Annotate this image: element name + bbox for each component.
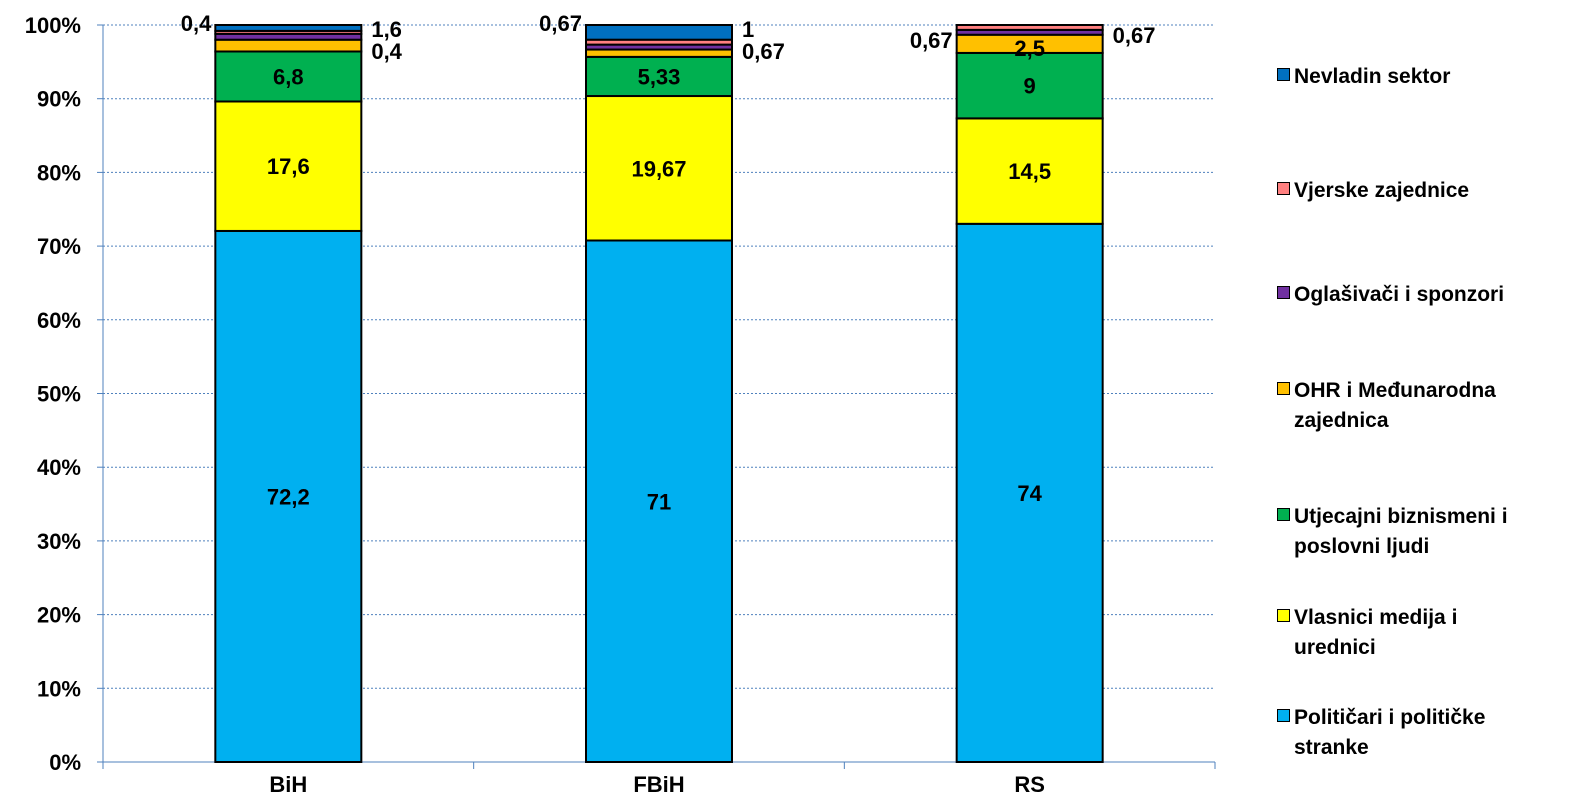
data-label: 17,6 xyxy=(267,154,310,179)
y-tick-label: 30% xyxy=(37,529,81,554)
data-label: 0,4 xyxy=(371,39,402,64)
legend-swatch xyxy=(1277,709,1290,722)
bar-segment-rs-utjecajni-biznismeni-i-poslovni-ljudi xyxy=(955,51,1104,120)
data-label: 72,2 xyxy=(267,484,310,509)
y-tick-label: 0% xyxy=(49,750,81,775)
x-category-label: FBiH xyxy=(633,772,684,797)
bar-segment-bih-utjecajni-biznismeni-i-poslovni-ljudi xyxy=(214,50,363,103)
y-tick-label: 70% xyxy=(37,234,81,259)
x-category-label: BiH xyxy=(269,772,307,797)
legend-label-line: Vlasnici medija i xyxy=(1294,606,1458,629)
y-tick-label: 40% xyxy=(37,455,81,480)
legend-swatch xyxy=(1277,286,1290,299)
legend-item-ohr-i-medunarodna: OHR i Međunarodna zajednica xyxy=(1277,376,1496,436)
bar-segment-fbih-ohr-i-medunarodna-zajednica xyxy=(585,48,733,58)
legend-item-nevladin-sektor: Nevladin sektor xyxy=(1277,62,1450,92)
bar-segment-bih-politicari-i-politicke-stranke xyxy=(214,229,363,763)
legend-swatch xyxy=(1277,609,1290,622)
data-label: 1,6 xyxy=(371,17,402,42)
data-label: 19,67 xyxy=(631,156,686,181)
legend-label: Političari i političke stranke xyxy=(1294,703,1485,763)
legend-label-line: Utjecajni biznismeni i xyxy=(1294,505,1508,528)
data-label: 0,67 xyxy=(1113,23,1156,48)
legend-swatch xyxy=(1277,508,1290,521)
bar-segment-rs-vjerske-zajednice xyxy=(955,24,1104,31)
data-label: 2,5 xyxy=(1014,36,1045,61)
y-tick-label: 100% xyxy=(25,13,81,38)
legend-label-line: Nevladin sektor xyxy=(1294,65,1451,88)
legend-swatch xyxy=(1277,68,1290,81)
data-label: 0,67 xyxy=(910,28,953,53)
stacked-bar-chart: 0% 10% 20% 30% 40% 50% 60% 70% 80% 90% 100% BiH FBi… xyxy=(25,11,1216,797)
legend-label-line: zajednica xyxy=(1294,409,1389,432)
bar-segment-rs-vlasnici-medija-i-urednici xyxy=(955,117,1104,225)
legend-label: OHR i Međunarodna zajednica xyxy=(1294,376,1496,436)
bar-segment-fbih-nevladin-sektor xyxy=(585,24,733,41)
legend-label: Vjerske zajednice xyxy=(1294,176,1469,206)
bar-segment-bih-ohr-i-medunarodna-zajednica xyxy=(214,38,363,53)
legend-label-line: Vjerske zajednice xyxy=(1294,179,1470,202)
data-label: 1 xyxy=(742,17,754,42)
data-label: 71 xyxy=(647,489,671,514)
y-tick-label: 50% xyxy=(37,382,81,407)
y-tick-label: 90% xyxy=(37,87,81,112)
legend-item-vjerske-zajednice: Vjerske zajednice xyxy=(1277,176,1469,206)
legend-label-line: Oglašivači i sponzori xyxy=(1294,283,1505,306)
legend-label: Utjecajni biznismeni i poslovni ljudi xyxy=(1294,502,1508,562)
y-tick-label: 10% xyxy=(37,676,81,701)
data-labels: 72,217,66,81,60,40,47119,675,3310,670,67… xyxy=(181,11,1156,514)
legend-label-line: poslovni ljudi xyxy=(1294,535,1430,558)
legend-label-line: urednici xyxy=(1294,636,1376,659)
y-tick-label: 60% xyxy=(37,308,81,333)
bar-segment-fbih-politicari-i-politicke-stranke xyxy=(585,239,733,763)
data-label: 0,67 xyxy=(742,39,785,64)
legend-label-line: OHR i Međunarodna xyxy=(1294,379,1496,402)
bar-segments xyxy=(214,24,1104,763)
legend-item-oglasivaci-i-sponzori: Oglašivači i sponzori xyxy=(1277,280,1504,310)
data-label: 6,8 xyxy=(273,64,304,89)
legend-item-vlasnici-medija-i: Vlasnici medija i urednici xyxy=(1277,603,1457,663)
legend-item-politicari-i-politicke: Političari i političke stranke xyxy=(1277,703,1485,763)
legend-label-line: stranke xyxy=(1294,736,1369,759)
legend-label: Vlasnici medija i urednici xyxy=(1294,603,1457,663)
data-label: 0,67 xyxy=(539,11,582,36)
legend-swatch xyxy=(1277,382,1290,395)
bar-segment-bih-vlasnici-medija-i-urednici xyxy=(214,100,363,232)
data-label: 14,5 xyxy=(1008,159,1051,184)
data-label: 74 xyxy=(1017,481,1042,506)
bar-segment-fbih-utjecajni-biznismeni-i-poslovni-ljudi xyxy=(585,55,733,98)
legend-label: Oglašivači i sponzori xyxy=(1294,280,1504,310)
y-tick-label: 80% xyxy=(37,160,81,185)
legend-swatch xyxy=(1277,182,1290,195)
bar-segment-fbih-vlasnici-medija-i-urednici xyxy=(585,95,733,242)
legend-item-utjecajni-biznismeni-i: Utjecajni biznismeni i poslovni ljudi xyxy=(1277,502,1508,562)
data-label: 5,33 xyxy=(638,64,681,89)
y-axis-tick-labels: 0% 10% 20% 30% 40% 50% 60% 70% 80% 90% 100% xyxy=(25,13,81,775)
y-tick-label: 20% xyxy=(37,603,81,628)
x-axis-category-labels: BiH FBiH RS xyxy=(269,772,1045,797)
x-category-label: RS xyxy=(1014,772,1045,797)
legend-label-line: Političari i političke xyxy=(1294,706,1486,729)
data-label: 9 xyxy=(1024,74,1036,99)
data-label: 0,4 xyxy=(181,11,212,36)
bar-segment-bih-nevladin-sektor xyxy=(214,24,363,32)
legend-label: Nevladin sektor xyxy=(1294,62,1450,92)
